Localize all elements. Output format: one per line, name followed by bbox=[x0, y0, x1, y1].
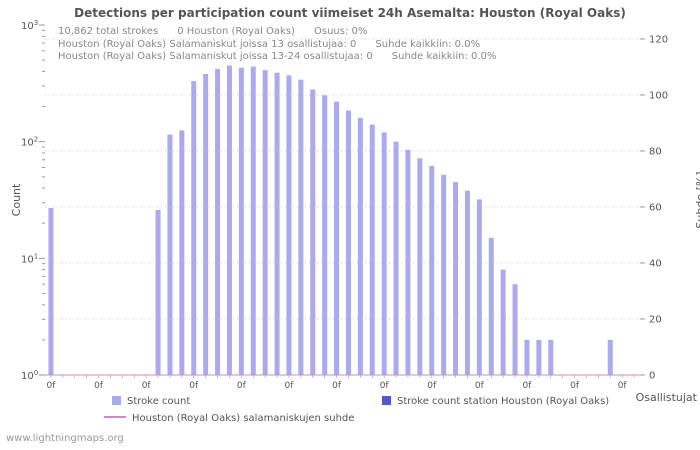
stroke-count-bar bbox=[286, 75, 292, 375]
left-axis-tick-label: 101 bbox=[21, 252, 38, 265]
stroke-count-bar bbox=[524, 339, 530, 375]
stroke-count-bar bbox=[607, 339, 613, 375]
stroke-count-bar bbox=[238, 67, 244, 375]
left-axis-title: Count bbox=[10, 183, 23, 217]
legend-item-ratio: Houston (Royal Oaks) salamaniskujen suhd… bbox=[104, 413, 354, 424]
annotation-total-strokes: 10,862 total strokes 0 Houston (Royal Oa… bbox=[58, 26, 368, 37]
stroke-count-bar bbox=[476, 199, 482, 375]
x-axis-tick-label: 0f bbox=[570, 381, 580, 391]
stroke-count-bar bbox=[274, 72, 280, 375]
stroke-count-bar bbox=[405, 149, 411, 375]
right-axis-tick-label: 100 bbox=[649, 91, 668, 102]
stroke-count-bar bbox=[417, 158, 423, 375]
stroke-count-bar bbox=[250, 66, 256, 375]
x-axis-tick-label: 0f bbox=[142, 381, 152, 391]
stroke-count-bar bbox=[548, 339, 554, 375]
chart-title: Detections per participation count viime… bbox=[74, 6, 626, 20]
right-axis-title: Suhde [%] bbox=[694, 171, 700, 229]
stroke-count-swatch bbox=[112, 396, 121, 405]
legend-ratio-label: Houston (Royal Oaks) salamaniskujen suhd… bbox=[132, 413, 355, 424]
x-axis-tick-label: 0f bbox=[380, 381, 390, 391]
annotation-station-13-24: Houston (Royal Oaks) Salamaniskut joissa… bbox=[58, 51, 497, 62]
stroke-count-bar bbox=[441, 174, 447, 375]
stroke-count-bar bbox=[500, 269, 506, 375]
ratio-line-swatch bbox=[104, 416, 126, 418]
x-axis-tick-label: 0f bbox=[284, 381, 294, 391]
right-axis-tick-label: 60 bbox=[649, 203, 662, 214]
stroke-count-bar bbox=[298, 79, 304, 375]
legend-station-label: Stroke count station Houston (Royal Oaks… bbox=[397, 396, 610, 407]
stroke-count-bar bbox=[226, 65, 232, 375]
left-axis-tick-label: 102 bbox=[21, 136, 38, 149]
stroke-count-bar bbox=[48, 208, 54, 375]
left-axis-tick-label: 103 bbox=[21, 19, 38, 32]
stroke-count-bar bbox=[191, 81, 197, 375]
x-axis-tick-label: 0f bbox=[522, 381, 532, 391]
stroke-count-bar bbox=[179, 130, 185, 375]
stroke-count-bar bbox=[536, 339, 542, 375]
stroke-count-bar bbox=[453, 182, 459, 375]
stroke-count-bar bbox=[512, 284, 518, 375]
stroke-count-bar bbox=[155, 209, 161, 375]
stroke-count-bar bbox=[215, 68, 221, 375]
legend-item-stroke-count: Stroke count bbox=[112, 396, 190, 407]
x-axis-title: Osallistujat bbox=[635, 391, 697, 404]
right-axis-tick-label: 40 bbox=[649, 259, 662, 270]
x-axis-tick-label: 0f bbox=[475, 381, 485, 391]
stroke-count-bar bbox=[488, 237, 494, 375]
left-axis-tick-label: 100 bbox=[21, 369, 38, 382]
watermark: www.lightningmaps.org bbox=[6, 433, 124, 444]
stroke-count-bar bbox=[393, 141, 399, 375]
x-axis-tick-label: 0f bbox=[427, 381, 437, 391]
x-axis-tick-label: 0f bbox=[237, 381, 247, 391]
right-axis-tick-label: 20 bbox=[649, 315, 662, 326]
stroke-count-bar bbox=[429, 165, 435, 375]
stroke-count-bar bbox=[464, 190, 470, 375]
stroke-count-bar bbox=[334, 101, 340, 376]
stroke-count-bar bbox=[262, 70, 268, 375]
stroke-count-bar bbox=[203, 74, 209, 376]
stroke-count-bar bbox=[345, 110, 351, 375]
x-axis-tick-label: 0f bbox=[94, 381, 104, 391]
stroke-count-bar bbox=[167, 134, 173, 375]
x-axis-tick-label: 0f bbox=[189, 381, 199, 391]
station-swatch bbox=[382, 396, 391, 405]
right-axis-tick-label: 120 bbox=[649, 35, 668, 46]
annotation-station-13: Houston (Royal Oaks) Salamaniskut joissa… bbox=[58, 39, 481, 50]
stroke-count-bar bbox=[310, 89, 316, 375]
legend-item-station: Stroke count station Houston (Royal Oaks… bbox=[382, 396, 609, 407]
stroke-count-bar bbox=[369, 124, 375, 375]
stroke-count-bar bbox=[322, 95, 328, 376]
legend-stroke-count-label: Stroke count bbox=[127, 396, 191, 407]
stroke-count-bar bbox=[381, 132, 387, 375]
stroke-count-bar bbox=[357, 117, 363, 376]
x-axis-tick-label: 0f bbox=[618, 381, 628, 391]
right-axis-tick-label: 0 bbox=[649, 371, 655, 382]
x-axis-tick-label: 0f bbox=[332, 381, 342, 391]
right-axis-tick-label: 80 bbox=[649, 147, 662, 158]
x-axis-tick-label: 0f bbox=[46, 381, 56, 391]
